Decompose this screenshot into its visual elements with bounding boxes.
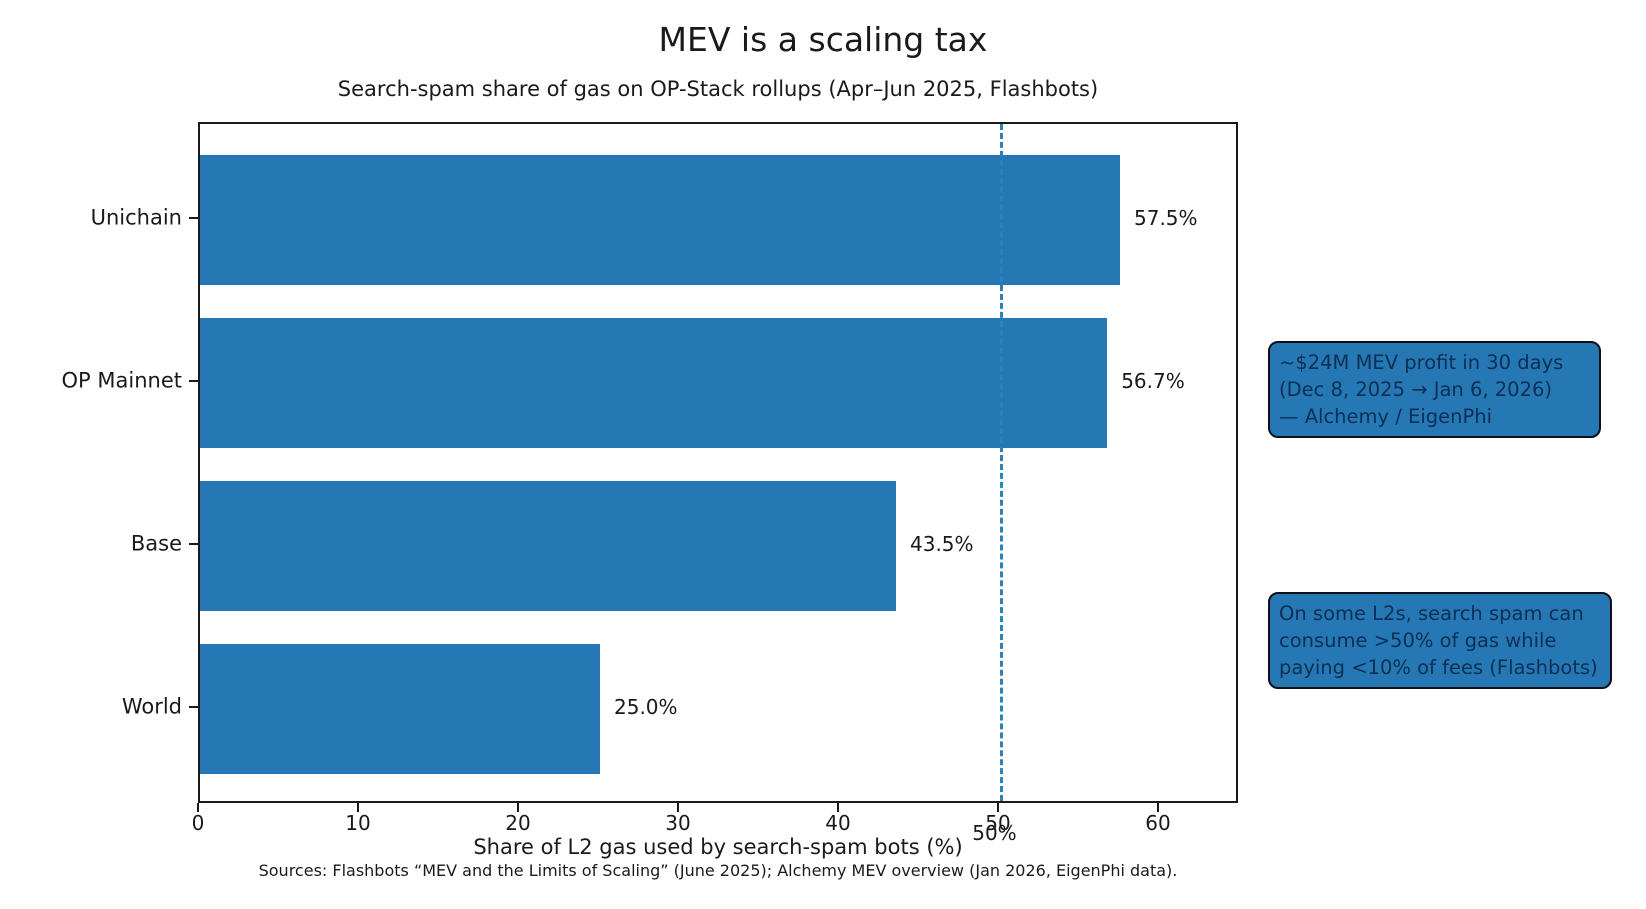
x-axis-tick	[517, 803, 519, 812]
bar-value-label: 56.7%	[1121, 369, 1185, 393]
x-axis-tick-label: 10	[345, 811, 371, 835]
category-label: OP Mainnet	[61, 368, 182, 393]
annotation-box-search-spam: On some L2s, search spam can consume >50…	[1268, 592, 1612, 689]
chart-subtitle: Search-spam share of gas on OP-Stack rol…	[337, 77, 1099, 101]
chart-title: MEV is a scaling tax	[658, 20, 988, 59]
annotation-line: (Dec 8, 2025 → Jan 6, 2026)	[1279, 378, 1552, 401]
y-axis-tick	[189, 380, 198, 382]
annotation-line: ~$24M MEV profit in 30 days	[1279, 351, 1564, 374]
bar-value-label: 25.0%	[614, 695, 678, 719]
category-label: Base	[130, 531, 182, 556]
x-axis-tick	[197, 803, 199, 812]
x-axis-tick-label: 0	[191, 811, 205, 835]
annotation-line: — Alchemy / EigenPhi	[1279, 405, 1493, 428]
y-axis-tick	[189, 543, 198, 545]
annotation-line: paying <10% of fees (Flashbots)	[1279, 656, 1598, 679]
category-label: World	[121, 694, 182, 719]
y-axis-tick	[189, 706, 198, 708]
reference-line-50pct	[1000, 124, 1003, 801]
annotation-box-mev-profit: ~$24M MEV profit in 30 days (Dec 8, 2025…	[1268, 341, 1601, 438]
annotation-line: On some L2s, search spam can	[1279, 602, 1584, 625]
x-axis-label: Share of L2 gas used by search-spam bots…	[473, 835, 963, 859]
x-axis-tick	[837, 803, 839, 812]
reference-line-label: 50%	[972, 821, 1017, 845]
x-axis-tick	[1157, 803, 1159, 812]
x-axis-tick	[357, 803, 359, 812]
bar-world	[200, 644, 600, 774]
x-axis-tick-label: 60	[1145, 811, 1171, 835]
x-axis-tick-label: 50	[985, 811, 1011, 835]
bar-op-mainnet	[200, 318, 1108, 448]
category-label: Unichain	[90, 205, 182, 230]
x-axis-tick-label: 30	[665, 811, 691, 835]
bar-value-label: 43.5%	[910, 532, 974, 556]
plot-area	[198, 122, 1238, 803]
x-axis-tick-label: 20	[505, 811, 531, 835]
bar-unichain	[200, 155, 1120, 285]
x-axis-tick	[997, 803, 999, 812]
x-axis-tick-label: 40	[825, 811, 851, 835]
source-note: Sources: Flashbots “MEV and the Limits o…	[258, 861, 1178, 880]
y-axis-tick	[189, 217, 198, 219]
annotation-line: consume >50% of gas while	[1279, 629, 1557, 652]
bar-value-label: 57.5%	[1134, 206, 1198, 230]
x-axis-tick	[677, 803, 679, 812]
bar-base	[200, 481, 896, 611]
